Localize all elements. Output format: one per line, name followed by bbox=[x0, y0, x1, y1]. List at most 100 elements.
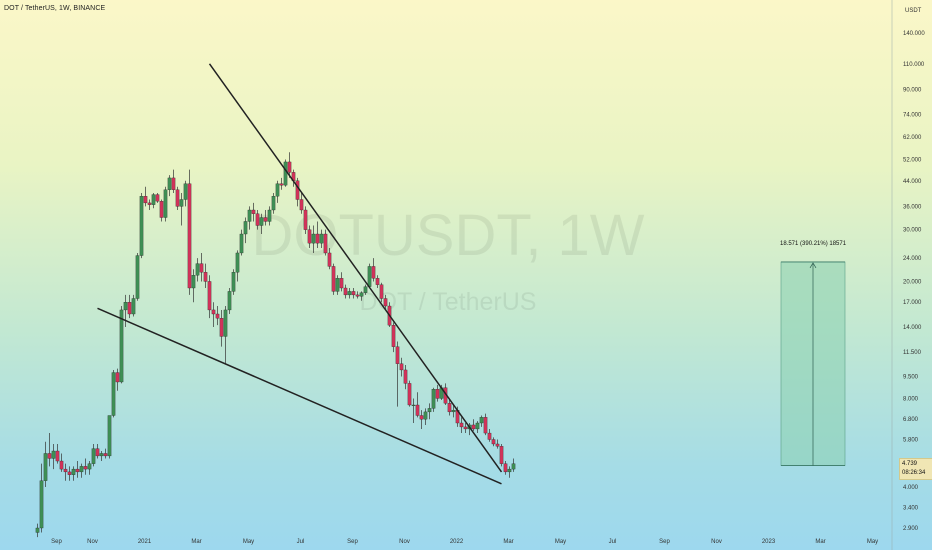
candle bbox=[499, 443, 504, 467]
x-tick-label: Nov bbox=[711, 539, 722, 545]
candle bbox=[231, 269, 236, 295]
candle bbox=[139, 192, 144, 259]
candle-body bbox=[419, 415, 424, 420]
candle-body bbox=[379, 284, 384, 299]
candle bbox=[363, 284, 368, 295]
candle bbox=[423, 408, 428, 425]
candle bbox=[411, 398, 416, 424]
candle bbox=[95, 443, 100, 459]
candle-body bbox=[435, 389, 440, 399]
y-tick-label: 140.000 bbox=[903, 31, 925, 37]
candle-body bbox=[331, 266, 336, 292]
candle bbox=[75, 461, 80, 478]
candle bbox=[427, 403, 432, 420]
candle bbox=[303, 206, 308, 235]
y-tick-label: 52.000 bbox=[903, 157, 922, 163]
candle-body bbox=[147, 202, 152, 205]
candle bbox=[79, 463, 84, 478]
candle bbox=[103, 448, 108, 459]
y-tick-label: 5.800 bbox=[903, 438, 919, 444]
candle-body bbox=[247, 209, 252, 222]
symbol-header: DOT / TetherUS, 1W, BINANCE bbox=[4, 5, 106, 12]
candle-body bbox=[139, 196, 144, 256]
candle bbox=[131, 294, 136, 317]
candle bbox=[371, 258, 376, 282]
x-tick-label: May bbox=[867, 539, 878, 545]
candle bbox=[47, 433, 52, 467]
candle bbox=[191, 269, 196, 303]
candle-body bbox=[59, 460, 64, 470]
y-tick-label: 20.000 bbox=[903, 279, 922, 285]
candle-body bbox=[191, 275, 196, 289]
y-tick-label: 110.000 bbox=[903, 62, 925, 68]
candle bbox=[311, 225, 316, 253]
candle bbox=[267, 206, 272, 226]
candle-body bbox=[363, 286, 368, 293]
candle-body bbox=[83, 466, 88, 470]
x-tick-label: Sep bbox=[659, 539, 670, 545]
candle-body bbox=[347, 291, 352, 296]
candle-body bbox=[391, 325, 396, 347]
candle bbox=[391, 322, 396, 353]
candle bbox=[123, 294, 128, 327]
candle-body bbox=[187, 183, 192, 289]
price-axis[interactable]: 140.000 110.000 90.000 74.000 62.000 52.000 44… bbox=[891, 0, 925, 550]
candle-body bbox=[355, 294, 360, 297]
candle-body bbox=[339, 278, 344, 289]
candle-body bbox=[367, 266, 372, 287]
candle bbox=[243, 217, 248, 244]
candle-body bbox=[447, 403, 452, 413]
candle-body bbox=[511, 463, 516, 470]
x-tick-label: Sep bbox=[51, 539, 62, 545]
time-axis[interactable]: Sep Nov 2021 Mar May Jul Sep Nov 2022 Mar May Jul Se… bbox=[51, 539, 878, 545]
y-tick-label: 2.900 bbox=[903, 526, 919, 532]
y-tick-label: 36.000 bbox=[903, 204, 922, 210]
candle bbox=[319, 229, 324, 248]
y-tick-label: 8.000 bbox=[903, 396, 919, 402]
candle-body bbox=[283, 161, 288, 186]
candle-body bbox=[219, 318, 224, 337]
y-tick-label: 24.000 bbox=[903, 256, 922, 262]
y-tick-label: 74.000 bbox=[903, 112, 922, 118]
current-price-badge: 4.739 08:26:34 bbox=[899, 458, 932, 480]
candle bbox=[179, 192, 184, 226]
candle-body bbox=[195, 263, 200, 276]
candle-body bbox=[243, 221, 248, 235]
candle-body bbox=[235, 252, 240, 273]
candle bbox=[239, 229, 244, 256]
candle bbox=[331, 263, 336, 295]
candle bbox=[87, 461, 92, 475]
candle-body bbox=[51, 450, 56, 459]
candle bbox=[59, 453, 64, 472]
candle-body bbox=[255, 213, 260, 226]
y-tick-label: 14.000 bbox=[903, 325, 922, 331]
measure-label: 18.571 (390.21%) 18571 bbox=[780, 241, 847, 247]
candle-body bbox=[159, 201, 164, 218]
candle-body bbox=[303, 209, 308, 230]
candle-body bbox=[351, 291, 356, 296]
candle bbox=[407, 380, 412, 407]
candle bbox=[335, 275, 340, 295]
candle-body bbox=[267, 209, 272, 222]
candle-body bbox=[411, 404, 416, 406]
candle-body bbox=[47, 453, 52, 459]
bar-countdown: 08:26:34 bbox=[902, 470, 926, 476]
candle bbox=[203, 263, 208, 288]
candle-body bbox=[431, 389, 436, 409]
candle-body bbox=[55, 450, 60, 462]
candle-body bbox=[395, 346, 400, 364]
candle-body bbox=[475, 422, 480, 430]
x-tick-label: 2022 bbox=[450, 539, 464, 545]
trendlines[interactable] bbox=[97, 63, 503, 485]
candle-body bbox=[239, 233, 244, 254]
candle-body bbox=[95, 448, 100, 457]
candle bbox=[151, 192, 156, 209]
trendline-lower bbox=[97, 307, 502, 485]
candle-body bbox=[327, 252, 332, 267]
x-tick-label: Mar bbox=[503, 539, 513, 545]
candle bbox=[395, 341, 400, 407]
measure-tool[interactable] bbox=[780, 261, 846, 466]
candle-body bbox=[223, 309, 228, 337]
y-tick-label: 62.000 bbox=[903, 135, 922, 141]
